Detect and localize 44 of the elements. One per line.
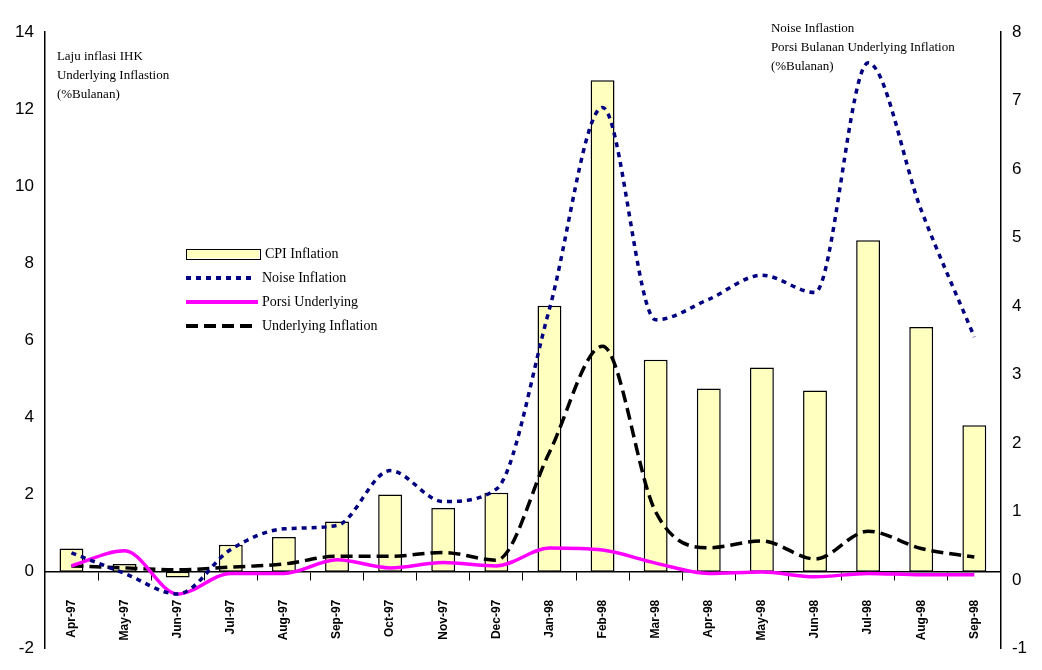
x-tick-label: Dec-97 [488, 599, 503, 640]
y2-tick-label: 2 [1011, 432, 1022, 452]
x-tick-label: Mar-98 [647, 599, 662, 639]
x-tick-label: Aug-97 [276, 599, 291, 641]
y-tick-label: 6 [24, 330, 34, 350]
x-tick-label: May-97 [116, 599, 131, 641]
x-tick-label: Oct-97 [382, 599, 397, 638]
y2-tick-label: 0 [1011, 569, 1022, 589]
x-tick-label: Jun-98 [807, 599, 822, 639]
y-tick-label: 4 [24, 407, 34, 427]
x-tick-label: Feb-98 [594, 599, 609, 639]
x-tick-label: Jun-97 [170, 599, 184, 639]
y2-tick-label: 8 [1011, 21, 1022, 41]
line-series [69, 546, 977, 596]
x-tick-label: Apr-98 [701, 599, 716, 638]
legend-label: Porsi Underlying [262, 294, 359, 310]
y-tick-label: 12 [14, 98, 34, 118]
y-tick-label: 14 [14, 21, 34, 41]
y-axis-title: Laju inflasi IHK Underlying Inflastion (%Bulanan) [56, 47, 170, 101]
y-tick-label: -2 [18, 638, 34, 658]
x-tick-label: Aug-98 [913, 599, 928, 641]
legend-label: Noise Inflation [262, 270, 347, 286]
y2-tick-label: 4 [1011, 295, 1022, 315]
y2-axis-title: Noise Inflastion Porsi Bulanan Underlying Inflation (%Bulanan) [770, 19, 956, 73]
y2-tick-label: 3 [1011, 364, 1022, 384]
y-tick-label: 0 [24, 561, 34, 581]
y-tick-label: 10 [14, 175, 34, 195]
y2-tick-label: -1 [1011, 638, 1028, 658]
y-tick-label: 8 [24, 252, 34, 272]
y-tick-label: 2 [24, 484, 34, 504]
x-tick-label: Jan-98 [541, 599, 556, 638]
x-tick-label: Apr-97 [63, 599, 78, 638]
x-tick-label: Sep-97 [329, 599, 344, 640]
x-tick-label: Jul-97 [223, 599, 238, 635]
y2-tick-label: 7 [1011, 90, 1022, 110]
x-tick-label: Sep-98 [966, 599, 981, 640]
legend-label: CPI Inflation [265, 246, 339, 262]
legend-label: Underlying Inflation [262, 318, 378, 334]
y2-tick-label: 6 [1011, 158, 1022, 178]
x-tick-label: Jul-98 [860, 599, 875, 635]
x-tick-label: May-98 [754, 599, 769, 641]
x-tick-label: Nov-97 [435, 599, 450, 640]
y2-tick-label: 1 [1011, 501, 1022, 521]
y2-tick-label: 5 [1011, 227, 1022, 247]
